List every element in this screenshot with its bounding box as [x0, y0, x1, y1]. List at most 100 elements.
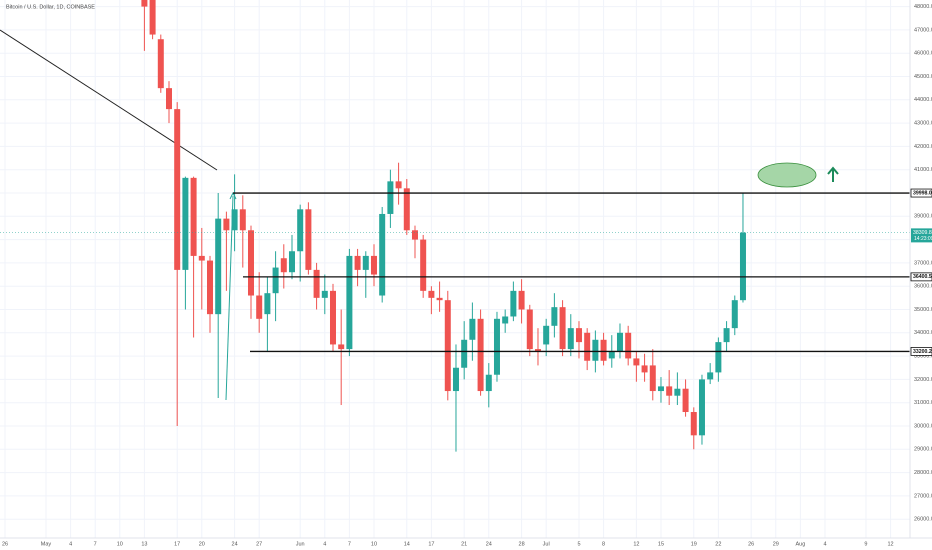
candle-body [141, 0, 148, 7]
y-tick-label: 31000.00 [914, 400, 932, 406]
candle-body [526, 309, 533, 350]
candle-body [543, 325, 550, 345]
level-label: 33200.22 [913, 349, 932, 355]
x-tick-label: 26 [748, 541, 754, 547]
chart-title: Bitcoin / U.S. Dollar, 1D, COINBASE [6, 4, 95, 10]
candle-body [616, 332, 623, 352]
candle-body [641, 365, 648, 373]
candle-body [690, 412, 697, 436]
x-tick-label: Jun [296, 541, 305, 547]
x-tick-label: 9 [864, 541, 867, 547]
candle-body [485, 374, 492, 392]
x-tick-label: 17 [174, 541, 180, 547]
candle-body [469, 318, 476, 340]
candle-body [206, 260, 213, 315]
x-tick-label: 4 [69, 541, 72, 547]
level-label-box [910, 188, 932, 198]
candle-body [477, 318, 484, 392]
candle-body [739, 232, 746, 301]
candle-body [420, 239, 427, 291]
x-tick-label: May [41, 541, 52, 547]
candle-body [674, 388, 681, 396]
candle-body [682, 388, 689, 413]
candle-body [313, 269, 320, 298]
levels [0, 192, 910, 353]
candle-body [231, 209, 238, 231]
axes: 48000.00 47000.00 46000.00 45000.00 44000.00… [2, 4, 932, 547]
candle-body [329, 290, 336, 345]
x-tick-label: 10 [371, 541, 377, 547]
y-tick-label: 41000.00 [914, 167, 932, 173]
candle-body [551, 307, 558, 326]
candle-body [239, 209, 246, 231]
x-tick-label: 5 [577, 541, 580, 547]
x-tick-label: 21 [461, 541, 467, 547]
level-label: 36400.51 [913, 274, 932, 280]
candle-body [149, 0, 156, 35]
up-arrow [827, 166, 839, 182]
countdown-label: 14:23:09 [914, 236, 932, 242]
candle-body [288, 251, 295, 273]
candle-body [223, 218, 230, 231]
x-tick-label: 13 [141, 541, 147, 547]
x-tick-label: 28 [519, 541, 525, 547]
y-tick-label: 28000.00 [914, 470, 932, 476]
candle-body [403, 188, 410, 231]
candle-body [534, 349, 541, 352]
candle-body [379, 213, 386, 296]
candle-body [338, 344, 345, 350]
x-tick-label: 10 [117, 541, 123, 547]
x-tick-label: 12 [633, 541, 639, 547]
candle-body [387, 181, 394, 214]
candle-body [215, 218, 222, 315]
level-label-box [910, 347, 932, 356]
x-tick-label: 22 [715, 541, 721, 547]
candle-body [280, 258, 287, 273]
candle-body [592, 339, 599, 361]
candle-body [305, 209, 312, 270]
candle-body [346, 255, 353, 350]
candle-body [502, 316, 509, 324]
candle-body [174, 109, 181, 270]
candle-body [264, 293, 271, 315]
candle-body [362, 255, 369, 270]
candle-body [354, 255, 361, 270]
candle-body [198, 255, 205, 261]
x-tick-label: 19 [691, 541, 697, 547]
candle-body [698, 379, 705, 436]
candle-body [649, 365, 656, 392]
candle-body [452, 367, 459, 392]
candle-body [559, 307, 566, 350]
y-tick-label: 30000.00 [914, 423, 932, 429]
level-label: 39998.00 [913, 190, 932, 196]
y-tick-label: 42000.00 [914, 144, 932, 150]
candle-body [666, 386, 673, 396]
candle-body [707, 372, 714, 380]
y-tick-label: 29000.00 [914, 447, 932, 453]
y-tick-label: 32000.00 [914, 377, 932, 383]
candle-body [321, 290, 328, 298]
y-tick-label: 35000.00 [914, 307, 932, 313]
candle-body [731, 300, 738, 329]
x-tick-label: Aug [795, 541, 805, 547]
candle-body [493, 318, 500, 375]
candle-body [190, 177, 197, 256]
y-tick-label: 46000.00 [914, 51, 932, 57]
y-tick-label: 48000.00 [914, 4, 932, 10]
candle-body [436, 297, 443, 301]
y-tick-label: 37000.00 [914, 260, 932, 266]
y-tick-label: 43000.00 [914, 121, 932, 127]
price-labels: 39998.00 36400.51 33200.22 38309.8414:23:09 [910, 188, 932, 356]
y-tick-label: 27000.00 [914, 493, 932, 499]
candle-body [461, 339, 468, 368]
candle-body [247, 230, 254, 296]
candle-body [165, 88, 172, 110]
candle-body [633, 358, 640, 366]
y-tick-label: 45000.00 [914, 74, 932, 80]
candle-body [723, 328, 730, 343]
x-tick-label: 15 [658, 541, 664, 547]
x-tick-label: 8 [602, 541, 605, 547]
candle-body [428, 290, 435, 298]
target-ellipse [757, 162, 817, 188]
